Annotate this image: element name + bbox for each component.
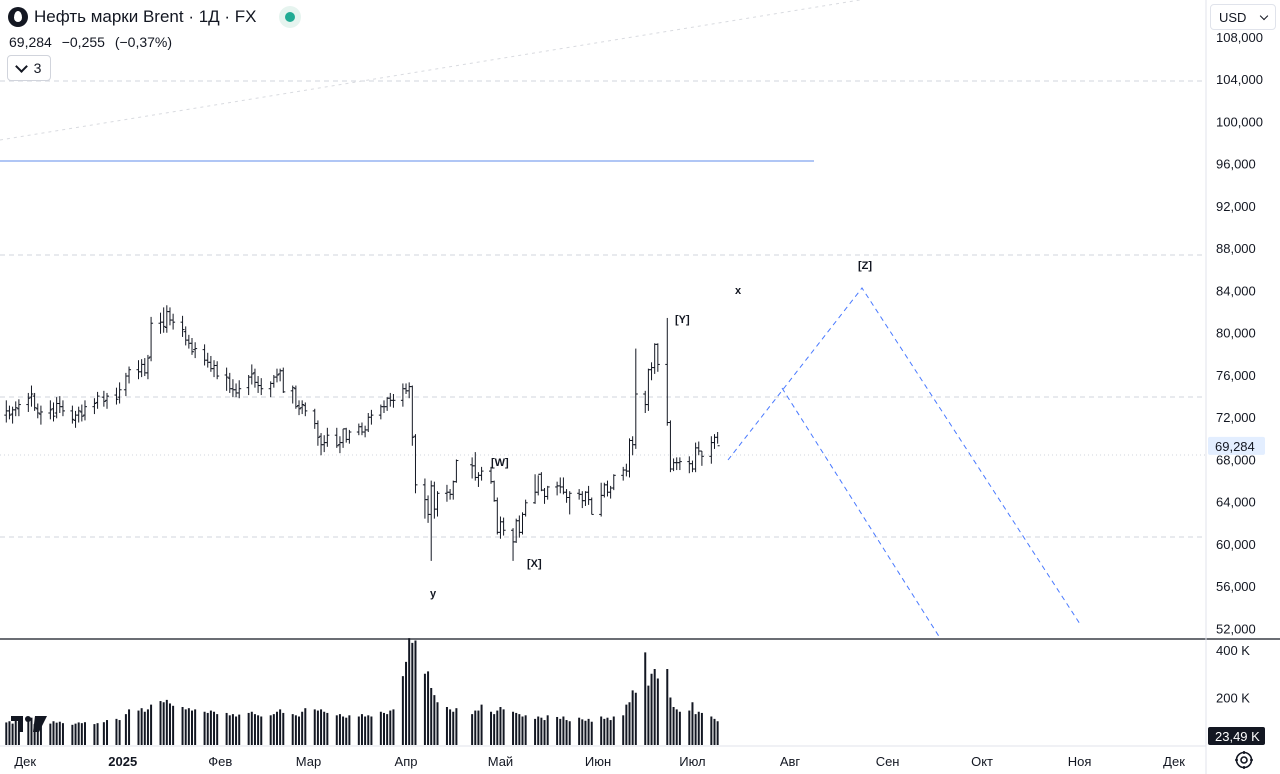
market-open-dot-icon <box>284 12 295 22</box>
chevron-down-icon <box>14 59 28 73</box>
price-axis-tick: 76,000 <box>1216 368 1256 383</box>
projection-path <box>781 387 941 639</box>
time-axis-month-label: Апр <box>395 754 418 769</box>
time-axis-month-label: Дек <box>1163 754 1185 769</box>
chevron-down-icon <box>1259 11 1269 20</box>
wave-label-x: [X] <box>527 558 542 570</box>
price-axis-tick: 56,000 <box>1216 579 1256 594</box>
volume-axis-tick: 200 K <box>1216 691 1250 706</box>
price-axis-tick: 72,000 <box>1216 410 1256 425</box>
last-price-marker <box>1208 436 1265 455</box>
time-axis-month-label: Май <box>488 754 513 769</box>
last-price-label: 69,284 <box>1215 439 1255 454</box>
time-axis-year-label: 2025 <box>108 754 137 769</box>
price-axis-tick: 100,000 <box>1216 114 1263 129</box>
time-axis-month-label: Ноя <box>1068 754 1092 769</box>
wave-label-w: [W] <box>491 457 509 469</box>
wave-label-z: [Z] <box>858 260 872 272</box>
currency-select[interactable]: USD <box>1210 4 1276 30</box>
currency-label: USD <box>1219 9 1247 25</box>
wave-label-y-lower: y <box>430 588 437 600</box>
price-axis-tick: 60,000 <box>1216 537 1256 552</box>
tradingview-logo-icon[interactable] <box>11 714 47 734</box>
price-axis-tick: 52,000 <box>1216 621 1256 636</box>
time-axis-month-label: Сен <box>876 754 900 769</box>
price-axis-tick: 92,000 <box>1216 199 1256 214</box>
gear-icon[interactable] <box>1233 749 1255 771</box>
price-axis-tick: 108,000 <box>1216 30 1263 45</box>
price-change-percent: (−0,37%) <box>114 34 173 50</box>
trend-line <box>0 0 861 141</box>
volume-last-label: 23,49 K <box>1215 729 1260 744</box>
symbol-title[interactable]: Нефть марки Brent · 1Д · FX <box>34 7 257 26</box>
projection-path <box>727 287 1081 625</box>
symbol-header: Нефть марки Brent · 1Д · FX <box>8 6 301 28</box>
price-axis-tick: 68,000 <box>1216 452 1256 467</box>
price-axis-tick: 84,000 <box>1216 283 1256 298</box>
price-axis-tick: 80,000 <box>1216 326 1256 341</box>
price-axis-tick: 64,000 <box>1216 495 1256 510</box>
wave-label-x-lower: x <box>735 285 742 297</box>
quote-line: 69,284 −0,255 (−0,37%) <box>9 34 178 50</box>
market-status-indicator[interactable] <box>278 6 301 28</box>
oil-drop-icon <box>8 7 28 27</box>
wave-label-y: [Y] <box>675 314 690 326</box>
last-price: 69,284 <box>9 34 52 50</box>
time-axis-month-label: Авг <box>780 754 801 769</box>
price-axis-tick: 96,000 <box>1216 157 1256 172</box>
time-axis-month-label: Фев <box>208 754 232 769</box>
volume-last-marker <box>1208 727 1265 745</box>
indicators-toggle-button[interactable]: 3 <box>7 55 51 81</box>
price-axis-tick: 88,000 <box>1216 241 1256 256</box>
indicators-count: 3 <box>33 60 42 76</box>
price-change: −0,255 <box>61 34 105 50</box>
volume-axis-tick: 400 K <box>1216 643 1250 658</box>
time-axis-month-label: Июн <box>585 754 611 769</box>
time-axis-month-label: Окт <box>971 754 993 769</box>
time-axis-month-label: Мар <box>296 754 321 769</box>
time-axis-month-label: Июл <box>679 754 705 769</box>
time-axis-month-label: Дек <box>14 754 36 769</box>
price-axis-tick: 104,000 <box>1216 72 1263 87</box>
